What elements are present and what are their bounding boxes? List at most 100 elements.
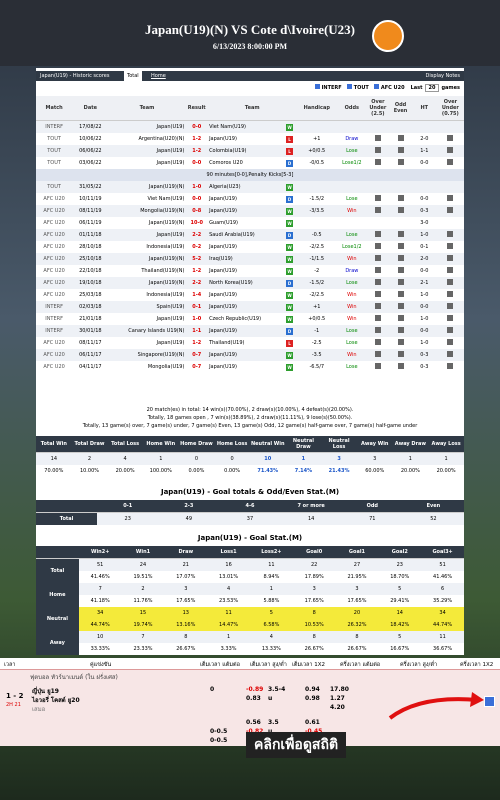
half-time: 0-3 bbox=[420, 352, 429, 358]
icon-cell bbox=[389, 133, 412, 145]
handicap: -1.5/2 bbox=[309, 196, 325, 202]
score: 0-1 bbox=[192, 304, 202, 310]
away-team: Japan(U19) bbox=[209, 208, 237, 214]
icon-cell bbox=[389, 241, 412, 253]
panel: Japan(U19) - Historic scores Total Home Dis… bbox=[36, 68, 464, 655]
stat: 60.00% bbox=[365, 468, 385, 474]
count[interactable]: 20 bbox=[424, 84, 440, 92]
icon-cell bbox=[367, 193, 390, 205]
summary-line: Totally, 13 game(s) over, 7 game(s) unde… bbox=[82, 423, 418, 429]
league: TOUT bbox=[47, 160, 61, 166]
home-team: Japan(U19)(N) bbox=[148, 280, 185, 286]
score: 2-2 bbox=[192, 280, 202, 286]
icon bbox=[447, 291, 454, 297]
half-time: 1-0 bbox=[420, 340, 429, 346]
score: 1-2 bbox=[192, 340, 202, 346]
last: Last bbox=[410, 85, 423, 91]
icon-cell bbox=[437, 265, 464, 277]
half-time: 2-0 bbox=[420, 256, 429, 262]
date: 22/10/18 bbox=[79, 268, 102, 274]
date: 25/10/18 bbox=[79, 256, 102, 262]
stat: 19.51% bbox=[133, 574, 153, 580]
score: 1-2 bbox=[192, 136, 202, 142]
icon bbox=[374, 135, 381, 141]
away-team: Guam(U19) bbox=[209, 220, 238, 226]
draw-team: เสมอ bbox=[32, 706, 46, 713]
tab-bar: Japan(U19) - Historic scores Total Home Dis… bbox=[36, 71, 464, 81]
handicap: +0/0.5 bbox=[308, 316, 326, 322]
checkbox[interactable] bbox=[346, 84, 352, 89]
stat: 29.41% bbox=[390, 598, 410, 604]
handicap bbox=[296, 217, 337, 229]
stat: 20.00% bbox=[400, 468, 420, 474]
tab[interactable]: Total bbox=[124, 71, 142, 81]
col-header: Result bbox=[185, 96, 209, 121]
history-row: TOUT 06/06/22 Japan(U19) 1-2 Colombia(U19) L +… bbox=[36, 145, 464, 157]
away-team: Czech Republic(U19) bbox=[209, 316, 262, 322]
handicap: -3/3.5 bbox=[309, 208, 325, 214]
tab[interactable]: Home bbox=[151, 73, 166, 79]
stat: 11 bbox=[268, 562, 275, 568]
history-table: Match Date Team Result Team Handicap Odds Over … bbox=[36, 96, 464, 373]
stat: 8 bbox=[355, 634, 359, 640]
away-team: Comoros U20 bbox=[209, 160, 243, 166]
stat: 7 bbox=[98, 586, 102, 592]
summary: 20 match(es) in total: 14 win(s)(70.00%)… bbox=[36, 406, 464, 430]
stat-row: 70.00% 10.00% 20.00% 100.00% 0.00% 0.00% 71.43… bbox=[36, 465, 464, 477]
icon-cell bbox=[437, 349, 464, 361]
icon-cell bbox=[389, 349, 412, 361]
icon bbox=[447, 159, 454, 165]
checkbox[interactable] bbox=[373, 84, 379, 89]
stat-button[interactable] bbox=[484, 696, 495, 707]
away-team: Colombia(U19) bbox=[209, 148, 247, 154]
stat: 6.58% bbox=[263, 622, 280, 628]
date: 01/11/18 bbox=[79, 232, 102, 238]
icon-cell bbox=[367, 205, 390, 217]
col-header: Even bbox=[402, 500, 464, 513]
odds-result: Win bbox=[347, 316, 357, 322]
col-header: ครึ่งเวลา สูง/ต่ำ bbox=[400, 662, 438, 668]
date: 17/08/22 bbox=[79, 124, 102, 130]
icon-cell bbox=[437, 157, 464, 169]
half-time: 1-0 bbox=[420, 316, 429, 322]
stat: 0 bbox=[230, 456, 234, 462]
header-row: 0-1 2-3 4-6 7 or more Odd Even bbox=[36, 500, 464, 513]
stat: 5 bbox=[398, 586, 402, 592]
odds-value: 0.94 bbox=[305, 686, 320, 693]
away-team: Japan(U19) bbox=[209, 244, 237, 250]
date: 21/01/18 bbox=[79, 316, 102, 322]
odds-value: 0.83 bbox=[246, 695, 261, 702]
stat: 41.18% bbox=[90, 598, 110, 604]
icon bbox=[447, 267, 454, 273]
date: 19/10/18 bbox=[79, 280, 102, 286]
stat: 15 bbox=[139, 610, 147, 616]
icon bbox=[374, 207, 381, 213]
icon-cell bbox=[389, 277, 412, 289]
checkbox[interactable] bbox=[314, 84, 320, 89]
score: 0-7 bbox=[192, 352, 202, 358]
icon bbox=[447, 135, 454, 141]
score: 2-2 bbox=[192, 232, 202, 238]
games: games bbox=[441, 85, 460, 91]
stat: 41.46% bbox=[90, 574, 110, 580]
odds-value: -0.45 bbox=[305, 728, 322, 735]
filter: INTERF bbox=[321, 85, 342, 91]
col-header: Goal3+ bbox=[421, 546, 464, 559]
stat: 3.33% bbox=[220, 646, 237, 652]
icon bbox=[374, 255, 381, 261]
odds-result: Lose bbox=[346, 340, 358, 346]
icon-cell bbox=[389, 313, 412, 325]
icon bbox=[447, 363, 454, 369]
icon-cell bbox=[389, 205, 412, 217]
icon-cell bbox=[367, 133, 390, 145]
icon bbox=[397, 351, 404, 357]
stat-row: 44.74% 19.74% 13.16% 14.47% 6.58% 10.53% 26.32… bbox=[36, 619, 464, 631]
icon-cell bbox=[367, 265, 390, 277]
col-header: Home Loss bbox=[214, 436, 250, 453]
odds-result: Win bbox=[347, 208, 357, 214]
stat: 3 bbox=[373, 456, 377, 462]
home-team: Mongolia(U19)(N) bbox=[140, 208, 185, 214]
col-header: Odd Even bbox=[389, 96, 412, 121]
notes-toggle[interactable]: Display Notes bbox=[425, 73, 460, 79]
